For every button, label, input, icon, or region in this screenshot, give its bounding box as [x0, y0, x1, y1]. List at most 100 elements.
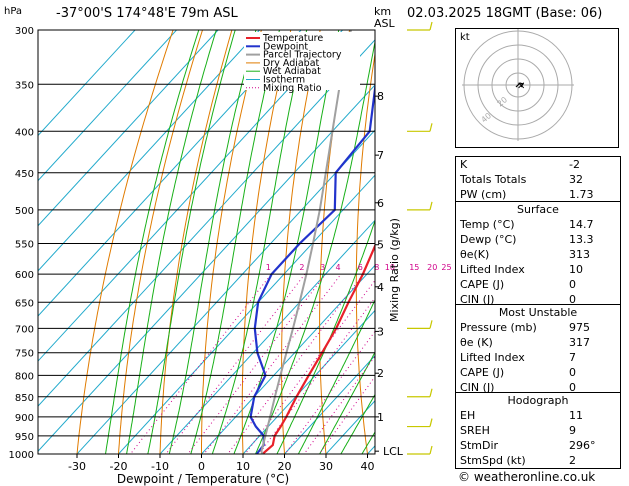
table-row: StmDir 296°	[456, 438, 620, 453]
pressure-tick-label: 450	[15, 169, 34, 180]
temp-tick-label: 20	[278, 460, 292, 473]
wind-barb-flag	[429, 320, 433, 329]
table-row: K -2	[456, 157, 620, 172]
mixing-ratio-label: 15	[409, 263, 419, 272]
copyright-text: © weatheronline.co.uk	[458, 470, 596, 484]
table-row: CAPE (J) 0	[456, 277, 620, 292]
table-value: 296°	[569, 439, 596, 452]
table-value: 2	[569, 454, 576, 467]
table-row: Temp (°C) 14.7	[456, 217, 620, 232]
km-tick-label: 1	[377, 411, 384, 424]
table-key: θe (K)	[460, 336, 493, 349]
mixing-ratio-line	[165, 273, 306, 454]
mixing-ratio-label: 25	[441, 263, 451, 272]
table-key: Temp (°C)	[460, 218, 515, 231]
dry-adiabat	[159, 30, 233, 454]
km-tick-label: LCL	[383, 445, 404, 458]
mixing-ratio-label: 2	[299, 263, 304, 272]
table-value: 0	[569, 366, 576, 379]
dry-adiabat	[117, 30, 204, 454]
table-value: 317	[569, 336, 590, 349]
wind-barb-flag	[429, 445, 433, 455]
mixing-ratio-line	[244, 279, 375, 454]
km-tick-label: 8	[377, 90, 384, 103]
table-row: SREH 9	[456, 423, 620, 438]
isotherm-line	[38, 30, 136, 137]
location-header: -37°00'S 174°48'E 79m ASL	[56, 6, 238, 21]
table-value: 0	[569, 278, 576, 291]
table-row: CIN (J) 0	[456, 292, 620, 307]
pressure-tick-label: 950	[15, 432, 34, 443]
wet-adiabat	[340, 393, 375, 454]
hodograph-trace	[515, 82, 524, 88]
mixing-ratio-line	[258, 297, 375, 454]
storm-motion-marker: ✕	[517, 81, 525, 92]
table-key: CIN (J)	[460, 381, 495, 394]
asl-label: ASL	[374, 17, 396, 30]
mixing-ratio-line	[303, 355, 375, 454]
temp-tick-label: -30	[68, 460, 86, 473]
table-row: Pressure (mb) 975	[456, 320, 620, 335]
pressure-tick-label: 350	[15, 80, 34, 91]
pressure-tick-label: 700	[15, 324, 34, 335]
hodograph-unit-label: kt	[460, 32, 470, 43]
table-row: PW (cm) 1.73	[456, 187, 620, 202]
hodograph-table: Hodograph EH 11 SREH 9 StmDir 296° StmSpd (kt) 2	[455, 392, 621, 469]
table-row: Lifted Index 7	[456, 350, 620, 365]
table-row: Totals Totals 32	[456, 172, 620, 187]
table-value: 32	[569, 173, 583, 186]
legend-entry: Isotherm	[263, 75, 305, 86]
mixing-ratio-axis-label: Mixing Ratio (g/kg)	[388, 218, 401, 322]
table-value: 0	[569, 381, 576, 394]
isotherm-line	[200, 264, 375, 454]
pressure-tick-label: 500	[15, 206, 34, 217]
mixing-ratio-label: 6	[358, 263, 363, 272]
table-row: Dewp (°C) 13.3	[456, 232, 620, 247]
pressure-tick-label: 600	[15, 270, 34, 281]
table-value: 11	[569, 409, 583, 422]
table-value: 10	[569, 263, 583, 276]
mixing-ratio-label: 8	[374, 263, 379, 272]
isotherm-line	[38, 84, 375, 453]
temp-tick-label: 10	[236, 460, 250, 473]
mixing-ratio-line	[284, 330, 375, 454]
wind-barb-flag	[429, 418, 433, 427]
table-row: θe (K) 317	[456, 335, 620, 350]
km-tick-label: 3	[377, 325, 384, 338]
table-value: -2	[569, 158, 580, 171]
x-axis-label: Dewpoint / Temperature (°C)	[117, 472, 289, 486]
table-row: CIN (J) 0	[456, 380, 620, 395]
table-title: Hodograph	[507, 394, 569, 407]
table-key: CAPE (J)	[460, 278, 505, 291]
table-key: Lifted Index	[460, 263, 525, 276]
datetime-header: 02.03.2025 18GMT (Base: 06)	[407, 6, 603, 21]
mixing-ratio-label: 4	[335, 263, 340, 272]
parcel-trajectory-line	[260, 30, 352, 454]
pressure-tick-label: 750	[15, 349, 34, 360]
km-tick-label: 2	[377, 367, 384, 380]
table-key: CAPE (J)	[460, 366, 505, 379]
table-value: 14.7	[569, 218, 594, 231]
legend-entry: Dry Adiabat	[263, 58, 320, 69]
mixing-ratio-label: 10	[385, 263, 395, 272]
table-key: Dewp (°C)	[460, 233, 517, 246]
km-tick-label: 7	[377, 149, 384, 162]
table-key: θe(K)	[460, 248, 490, 261]
table-value: 0	[569, 293, 576, 306]
table-value: 9	[569, 424, 576, 437]
isotherm-line	[38, 30, 219, 227]
legend-entry: Temperature	[262, 33, 323, 44]
table-key: Pressure (mb)	[460, 321, 537, 334]
pressure-tick-label: 800	[15, 371, 34, 382]
pressure-tick-label: 300	[15, 26, 34, 37]
table-key: Totals Totals	[460, 173, 527, 186]
table-value: 1.73	[569, 188, 594, 201]
km-tick-label: 5	[377, 239, 384, 252]
dry-adiabat	[427, 0, 455, 471]
mixing-ratio-line	[318, 375, 375, 454]
pressure-tick-label: 400	[15, 127, 34, 138]
table-title: Most Unstable	[498, 306, 578, 319]
km-tick-label: 6	[377, 197, 384, 210]
plot-frame	[37, 29, 376, 455]
isotherm-line	[38, 39, 375, 407]
